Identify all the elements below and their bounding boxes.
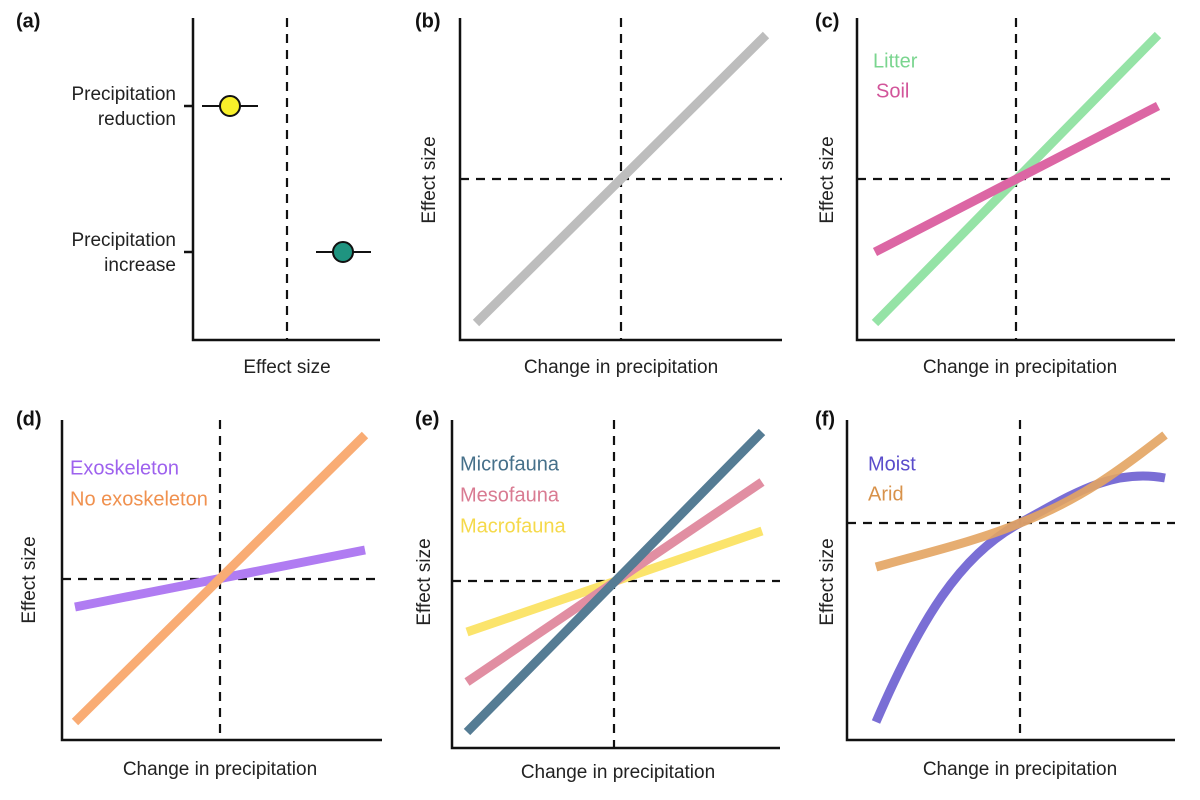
- y-axis-label: Effect size: [419, 136, 440, 223]
- legend-entry: Soil: [876, 80, 909, 102]
- legend-entry: No exoskeleton: [70, 488, 208, 510]
- panel-label: (b): [415, 10, 441, 32]
- panel-label: (d): [16, 408, 42, 430]
- point: [332, 241, 354, 263]
- trend-curve: [874, 431, 1168, 572]
- y-axis-label: Effect size: [817, 538, 838, 625]
- legend-entry: Mesofauna: [460, 484, 560, 506]
- group-label: Precipitation increase: [71, 230, 176, 276]
- panel-label: (c): [815, 10, 839, 32]
- group-label: Precipitation reduction: [71, 84, 176, 130]
- axes: [845, 420, 1175, 742]
- point: [219, 95, 241, 117]
- y-axis-label: Effect size: [19, 536, 40, 623]
- axes: [191, 18, 380, 342]
- x-axis-label: Change in precipitation: [923, 357, 1117, 378]
- axes: [458, 18, 782, 342]
- trend-line: [472, 31, 770, 327]
- trend-line: [71, 431, 369, 726]
- x-axis-label: Change in precipitation: [123, 759, 317, 780]
- legend-entry: Exoskeleton: [70, 457, 179, 479]
- axes: [450, 420, 780, 750]
- x-axis-label: Change in precipitation: [923, 759, 1117, 780]
- legend-entry: Arid: [868, 483, 904, 505]
- y-axis-label: Effect size: [817, 136, 838, 223]
- legend-entry: Moist: [868, 453, 916, 475]
- x-axis-label: Effect size: [243, 357, 330, 378]
- legend-entry: Microfauna: [460, 453, 560, 475]
- panel-label: (e): [415, 408, 439, 430]
- x-axis-label: Change in precipitation: [524, 357, 718, 378]
- panel-label: (a): [16, 10, 40, 32]
- legend-entry: Litter: [873, 50, 918, 72]
- x-axis-label: Change in precipitation: [521, 762, 715, 783]
- axes: [60, 420, 382, 742]
- legend-entry: Macrofauna: [460, 515, 566, 537]
- panel-label: (f): [815, 408, 835, 430]
- trend-line: [872, 102, 1161, 256]
- y-axis-label: Effect size: [414, 538, 435, 625]
- trend-line: [463, 428, 766, 736]
- axes: [855, 18, 1175, 342]
